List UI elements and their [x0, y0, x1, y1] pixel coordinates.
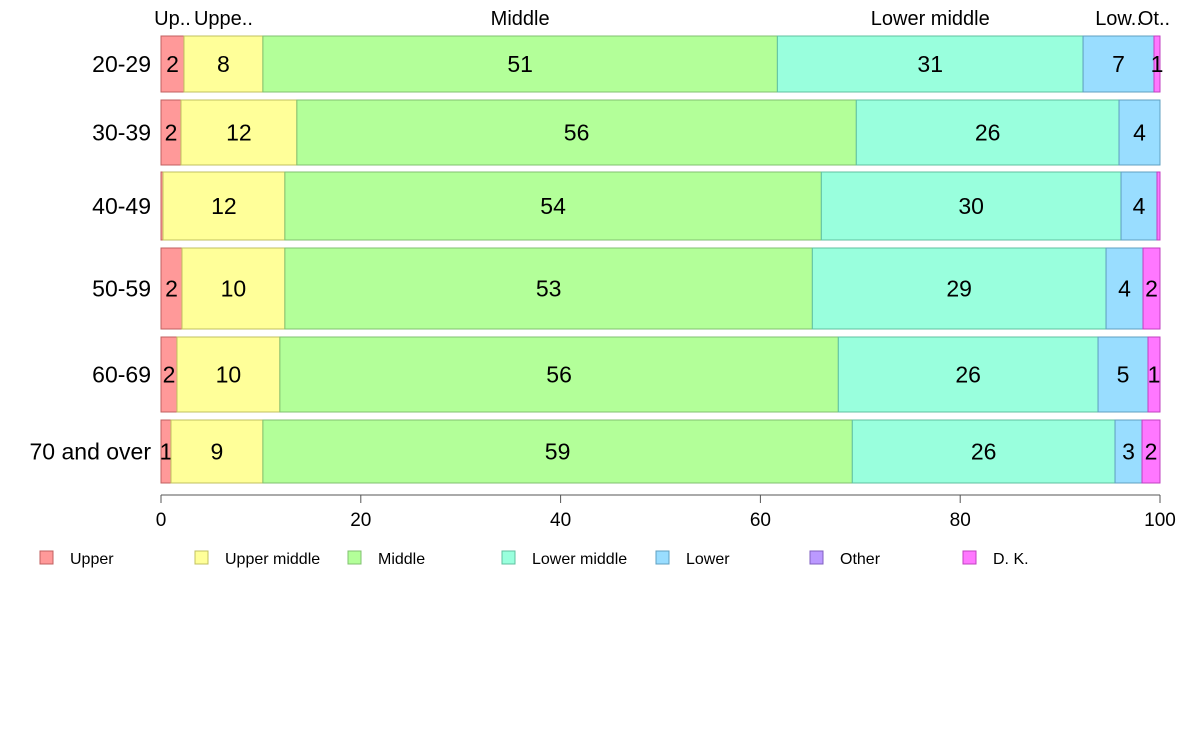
data-label: 29: [946, 276, 972, 302]
bar-segment: [262, 419, 853, 484]
data-label: 1: [1151, 51, 1164, 77]
bar-segment: [851, 419, 1116, 484]
y-tick-label: 40-49: [92, 193, 151, 219]
data-label: 2: [163, 362, 176, 388]
legend-swatch: [655, 550, 670, 565]
legend: Upper Upper middle Middle Lower middle Lower…: [39, 550, 1029, 568]
legend-label: Middle: [378, 551, 425, 568]
data-label: 2: [165, 276, 178, 302]
y-tick-label: 30-39: [92, 120, 151, 146]
x-tick-label: 0: [156, 510, 167, 531]
data-label: 56: [564, 120, 590, 146]
legend-swatch: [39, 550, 54, 565]
data-label: 5: [1117, 362, 1130, 388]
bar-segment: [1120, 171, 1158, 241]
bar-segment: [1147, 336, 1161, 413]
legend-label: Upper middle: [225, 551, 320, 568]
legend-swatch: [809, 550, 824, 565]
data-label: 26: [975, 120, 1001, 146]
bar-segment: [181, 247, 286, 330]
data-label: 2: [1145, 439, 1158, 465]
bar-segment: [1141, 419, 1161, 484]
bar-segment: [1118, 99, 1161, 166]
bar-segment: [262, 35, 778, 93]
data-label: 8: [217, 51, 230, 77]
x-tick-label: 20: [350, 510, 371, 531]
x-tick-label: 40: [550, 510, 571, 531]
bars: 2 8 51 31 7 12 12 56 26 412 54 30 42 10 53 29 4 22 10 56 26 5…: [160, 35, 1164, 484]
data-label: 4: [1133, 193, 1146, 219]
y-axis-labels: 20-29 30-39 40-49 50-59 60-69 70 and over: [30, 51, 152, 465]
data-label: 9: [211, 439, 224, 465]
legend-label: Upper: [70, 551, 114, 568]
y-tick-label: 60-69: [92, 362, 151, 388]
data-label: 2: [1145, 276, 1158, 302]
data-label: 10: [216, 362, 242, 388]
legend-swatch: [194, 550, 209, 565]
bar-segment: [180, 99, 298, 166]
bar-segment: [296, 99, 857, 166]
bar-segment: [1105, 247, 1144, 330]
legend-label: Other: [840, 551, 881, 568]
bar-segment: [176, 336, 281, 413]
legend-label: D. K.: [993, 551, 1029, 568]
legend-label: Lower middle: [532, 551, 627, 568]
legend-swatch: [347, 550, 362, 565]
data-label: 31: [917, 51, 943, 77]
bar-segment: [837, 336, 1099, 413]
data-label: 10: [221, 276, 247, 302]
bar-segment: [776, 35, 1084, 93]
data-label: 56: [546, 362, 572, 388]
x-tick-label: 60: [750, 510, 771, 531]
legend-label: Lower: [686, 551, 730, 568]
data-label: 53: [536, 276, 562, 302]
x-axis: 0 20 40 60 80 100: [156, 494, 1176, 531]
top-label: Up..: [154, 8, 191, 30]
bar-segment: [284, 171, 822, 241]
data-label: 30: [958, 193, 984, 219]
bar-segment: [1114, 419, 1143, 484]
bar-segment: [1153, 35, 1161, 93]
data-label: 59: [545, 439, 571, 465]
top-label: Uppe..: [194, 8, 253, 30]
x-tick-label: 100: [1144, 510, 1176, 531]
y-tick-label: 70 and over: [30, 439, 152, 465]
data-label: 26: [971, 439, 997, 465]
data-label: 2: [165, 120, 178, 146]
bar-segment: [162, 171, 286, 241]
top-label: Middle: [491, 8, 550, 30]
data-label: 51: [507, 51, 533, 77]
y-tick-label: 50-59: [92, 276, 151, 302]
y-tick-label: 20-29: [92, 51, 151, 77]
data-label: 54: [540, 193, 566, 219]
bar-segment: [279, 336, 839, 413]
data-label: 1: [160, 439, 173, 465]
data-label: 12: [211, 193, 237, 219]
data-label: 4: [1133, 120, 1146, 146]
legend-swatch: [501, 550, 516, 565]
data-label: 12: [226, 120, 252, 146]
bar-segment: [284, 247, 813, 330]
bar-segment: [1142, 247, 1161, 330]
legend-swatch: [962, 550, 977, 565]
bar-segment: [811, 247, 1107, 330]
bar-segment: [1156, 171, 1161, 241]
bar-segment: [1097, 336, 1149, 413]
bar-segment: [183, 35, 264, 93]
data-label: 1: [1148, 362, 1161, 388]
data-label: 7: [1112, 51, 1125, 77]
top-label: Lower middle: [871, 8, 990, 30]
bar-segment: [855, 99, 1120, 166]
x-tick-label: 80: [950, 510, 971, 531]
bar-segment: [1082, 35, 1155, 93]
top-label: Low..: [1095, 8, 1142, 30]
data-label: 4: [1118, 276, 1131, 302]
top-label: Ot..: [1138, 8, 1170, 30]
data-label: 3: [1122, 439, 1135, 465]
top-category-labels: Up.. Uppe.. Middle Lower middle Low..Ot..: [154, 8, 1170, 30]
data-label: 26: [955, 362, 981, 388]
data-label: 2: [166, 51, 179, 77]
